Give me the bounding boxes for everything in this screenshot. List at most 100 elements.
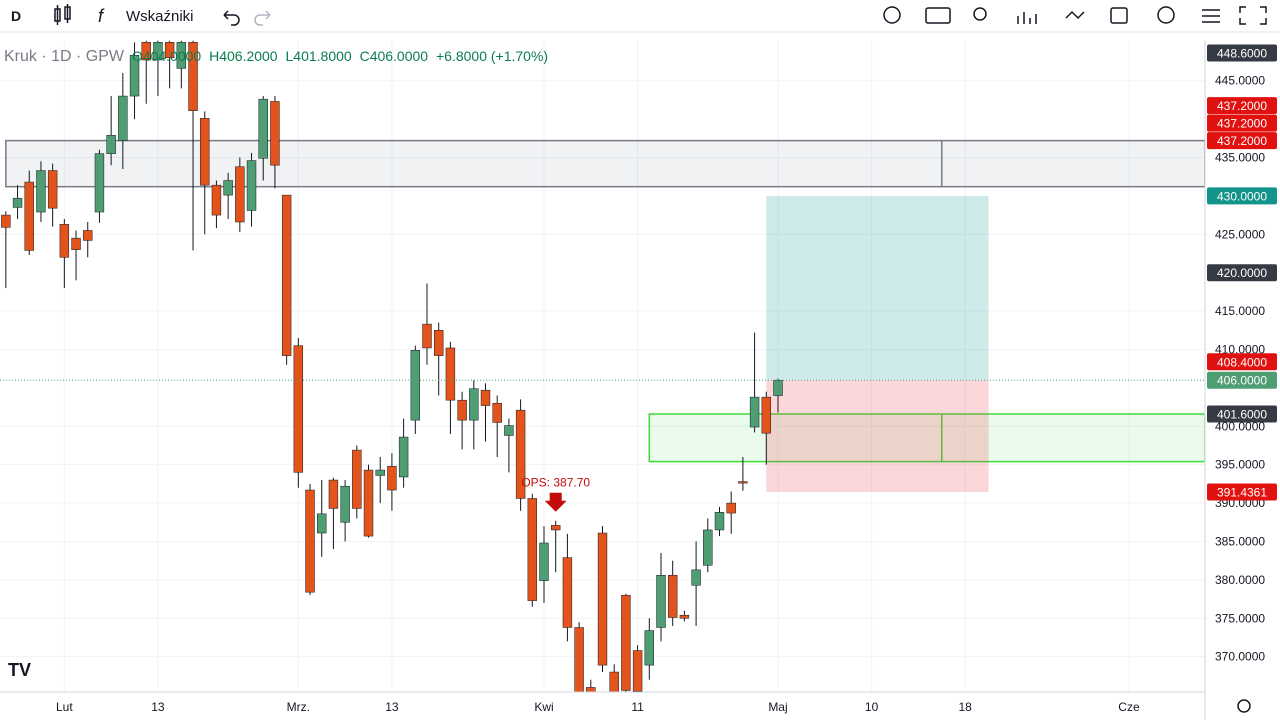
toolbar: D f Wskaźniki (11, 4, 1267, 26)
price-label-badge (1207, 97, 1277, 115)
candle-body (551, 525, 561, 531)
candle-body (141, 42, 151, 61)
x-tick-label: Cze (1118, 700, 1140, 714)
candle-body (223, 180, 233, 196)
candle-body (188, 42, 198, 111)
candle-body (621, 594, 631, 691)
price-label: 437.2000 (1217, 99, 1267, 113)
stop-area (766, 380, 989, 493)
x-tick-label: 10 (865, 700, 879, 714)
candle-body (363, 469, 374, 537)
compare-button[interactable] (1017, 12, 1037, 24)
symbol-button[interactable]: D (11, 8, 21, 24)
candle-body (574, 627, 584, 692)
candle-body (597, 532, 608, 666)
candle-body (129, 55, 140, 97)
candle-body (562, 557, 573, 628)
price-label-badge (1207, 405, 1277, 423)
x-tick-label: 13 (151, 700, 165, 714)
x-tick-label: Maj (768, 700, 787, 714)
candle-body (176, 42, 187, 69)
price-label: 420.0000 (1217, 266, 1267, 280)
price-label: 401.6000 (1217, 407, 1267, 421)
y-tick-label: 400.0000 (1215, 419, 1265, 433)
layout-button[interactable] (1202, 9, 1220, 23)
fullscreen-button[interactable] (1239, 6, 1267, 25)
y-tick-label: 415.0000 (1215, 304, 1265, 318)
price-label: 437.2000 (1217, 117, 1267, 131)
candle-body (340, 485, 350, 523)
candle-body (738, 481, 748, 484)
candle-body (527, 498, 538, 601)
alerts-button[interactable] (1065, 10, 1085, 20)
candle-body (270, 101, 280, 166)
candle-body (714, 512, 725, 531)
candle-body (94, 153, 105, 213)
candle-body (200, 118, 210, 186)
candle-body (246, 160, 257, 211)
save-button[interactable] (1110, 7, 1128, 24)
candle-body (504, 425, 514, 436)
chart-type-icon[interactable] (54, 4, 71, 25)
x-tick-label: 18 (958, 700, 972, 714)
legend: Kruk · 1D · GPW O404.0000 H406.2000 L401… (4, 48, 552, 66)
candle-body (293, 345, 304, 473)
price-label: 391.4361 (1217, 486, 1267, 500)
candle-body (457, 399, 467, 421)
price-label: 408.4000 (1217, 355, 1267, 369)
candle-body (106, 134, 116, 154)
legend-low: L401.8000 (285, 48, 352, 64)
search-button[interactable] (973, 7, 987, 21)
y-tick-label: 410.0000 (1215, 342, 1265, 356)
zone (5, 139, 1205, 188)
candle-body (24, 181, 34, 251)
candle-body (667, 575, 678, 618)
redo-button[interactable] (254, 10, 271, 26)
price-label-badge (1207, 353, 1277, 371)
candle-body (434, 330, 444, 356)
candle-body (480, 389, 491, 406)
candle-body (281, 194, 292, 356)
legend-open: O404.0000 (131, 48, 202, 64)
annotation-text: OPS: 387.70 (521, 476, 590, 490)
candle-body (153, 42, 163, 61)
replay-button[interactable] (1157, 6, 1175, 24)
tv-logo: TV (8, 660, 31, 680)
candle-body (258, 98, 268, 159)
indicators-icon[interactable]: f (98, 6, 105, 26)
screenshot-button[interactable] (925, 7, 951, 24)
candle-body (305, 489, 315, 593)
undo-button[interactable] (223, 10, 240, 26)
price-label-badge (1207, 264, 1277, 282)
candle-body (773, 379, 783, 396)
candle-body (492, 402, 502, 423)
target-area (766, 195, 989, 381)
y-tick-label: 395.0000 (1215, 458, 1265, 472)
axis-settings[interactable] (1237, 699, 1251, 713)
candle-body (12, 197, 23, 208)
y-tick-label: 435.0000 (1215, 150, 1265, 164)
indicators-button[interactable]: Wskaźniki (126, 8, 194, 25)
price-label-badge (1207, 483, 1277, 501)
candle-body (235, 166, 245, 223)
candle-body (749, 396, 760, 428)
legend-change: +6.8000 (+1.70%) (435, 48, 549, 64)
candle-body (36, 170, 46, 213)
price-label: 437.2000 (1217, 134, 1267, 148)
candle-body (71, 237, 81, 250)
x-tick-label: Mrz. (287, 700, 310, 714)
settings-button[interactable] (883, 6, 901, 24)
candle-body (609, 671, 619, 692)
candle-body (726, 502, 736, 514)
zone (648, 413, 1205, 463)
price-label: 430.0000 (1217, 189, 1267, 203)
candle-body (422, 323, 432, 349)
candle-body (164, 42, 175, 58)
y-tick-label: 445.0000 (1215, 74, 1265, 88)
price-label-badge (1207, 44, 1277, 62)
x-tick-label: Kwi (534, 700, 553, 714)
candle-body (691, 569, 701, 586)
candle-body (1, 214, 11, 228)
